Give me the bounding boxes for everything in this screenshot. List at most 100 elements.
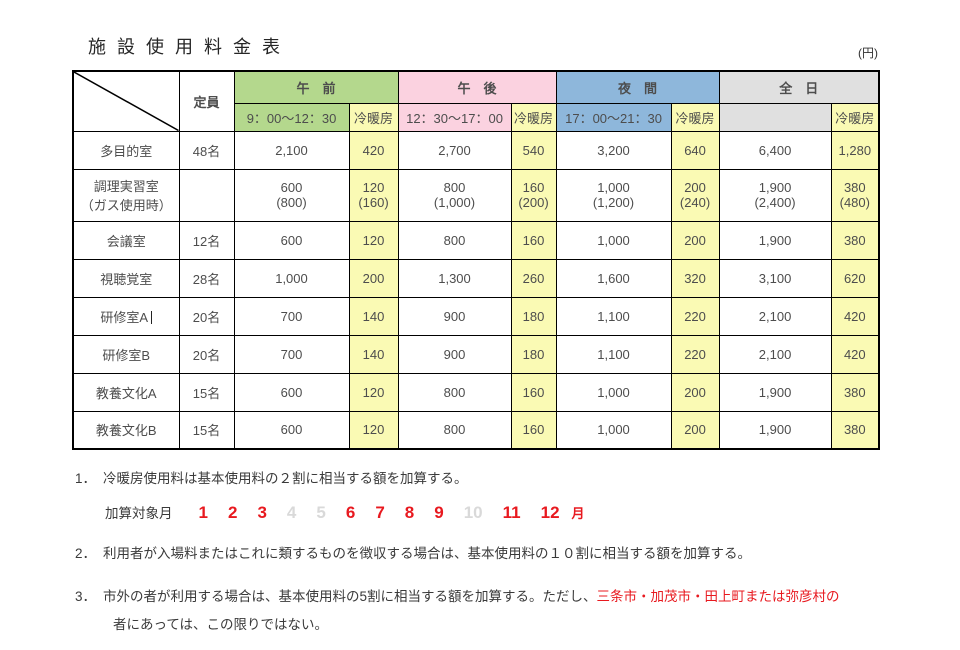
room-name-cell: 多目的室 [72,130,180,170]
aircon-fee-cell: 140 [348,296,399,336]
aircon-header-evening: 冷暖房 [670,102,720,132]
aircon-fee-cell: 160 [510,220,557,260]
aircon-fee-cell: 200 [348,258,399,298]
aircon-fee-cell: 380 [830,410,880,450]
group-header-evening: 夜 間 [555,70,720,104]
note-2-text: 利用者が入場料またはこれに類するものを徴収する場合は、基本使用料の１０割に相当す… [103,545,752,561]
base-fee-cell: 2,100 [718,296,832,336]
table-row: 視聴覚室 28名 1,000 200 1,300 260 1,600 320 3,100 620 [72,258,880,298]
room-name-cell: 研修室A [72,296,180,336]
base-fee-cell: 1,000 [555,372,672,412]
surcharge-month-3: 3 [257,502,267,522]
capacity-cell: 20名 [178,334,235,374]
base-fee-cell: 2,100 [718,334,832,374]
months-label: 加算対象月 [105,505,173,521]
aircon-header-allday: 冷暖房 [830,102,880,132]
base-fee-cell: 1,900 (2,400) [718,168,832,222]
table-row: 調理実習室 （ガス使用時） 600 (800) 120 (160) 800 (1,00… [72,168,880,222]
page-title: 施 設 使 用 料 金 表 [88,37,284,57]
base-fee-cell: 1,000 [555,220,672,260]
currency-unit-note: (円) [858,46,878,60]
aircon-fee-cell: 220 [670,334,720,374]
month-suffix: 月 [571,505,585,521]
room-name-cell: 会議室 [72,220,180,260]
base-fee-cell: 1,600 [555,258,672,298]
note-3-continuation: 者にあっては、この限りではない。 [113,616,329,632]
note-3: 3． 市外の者が利用する場合は、基本使用料の5割に相当する額を加算する。ただし、三… [75,588,915,635]
note-2: 2． 利用者が入場料またはこれに類するものを徴収する場合は、基本使用料の１０割に相… [75,545,915,564]
aircon-fee-cell: 380 [830,220,880,260]
base-fee-cell: 1,100 [555,334,672,374]
aircon-fee-cell: 120 [348,410,399,450]
aircon-fee-cell: 180 [510,334,557,374]
base-fee-cell: 800 [397,372,512,412]
aircon-fee-cell: 160 [510,372,557,412]
surcharge-month-8: 8 [404,502,415,522]
table-row: 研修室B 20名 700 140 900 180 1,100 220 2,100 420 [72,334,880,374]
room-name-cell: 研修室B [72,334,180,374]
room-name-cell: 調理実習室 （ガス使用時） [72,168,180,222]
aircon-fee-cell: 180 [510,296,557,336]
base-fee-cell: 600 [233,220,350,260]
surcharge-month-11: 11 [502,502,521,522]
text-cursor [151,310,153,324]
aircon-fee-cell: 420 [348,130,399,170]
time-range-allday [718,102,832,132]
note-1-text: 冷暖房使用料は基本使用料の２割に相当する額を加算する。 [103,471,468,486]
aircon-header-afternoon: 冷暖房 [510,102,557,132]
base-fee-cell: 800 [397,410,512,450]
base-fee-cell: 1,000 (1,200) [555,168,672,222]
fee-table-body: 多目的室 48名 2,100 420 2,700 540 3,200 640 6,400 1,28… [72,130,880,450]
base-fee-cell: 3,200 [555,130,672,170]
base-fee-cell: 800 (1,000) [397,168,512,222]
note-1: 1． 冷暖房使用料は基本使用料の２割に相当する額を加算する。 [75,470,915,489]
aircon-fee-cell: 160 [510,410,557,450]
table-row: 教養文化B 15名 600 120 800 160 1,000 200 1,900 380 [72,410,880,450]
aircon-fee-cell: 420 [830,296,880,336]
surcharge-month-1: 1 [198,502,208,522]
aircon-fee-cell: 640 [670,130,720,170]
time-range-morning: 9：00～12：30 [233,102,350,132]
base-fee-cell: 900 [397,296,512,336]
base-fee-cell: 1,900 [718,410,832,450]
aircon-fee-cell: 160 (200) [510,168,557,222]
aircon-fee-cell: 140 [348,334,399,374]
base-fee-cell: 900 [397,334,512,374]
note-3-text: 市外の者が利用する場合は、基本使用料の5割に相当する額を加算する。ただし、 [103,588,597,604]
aircon-fee-cell: 120 (160) [348,168,399,222]
capacity-cell: 48名 [178,130,235,170]
aircon-header-morning: 冷暖房 [348,102,399,132]
base-fee-cell: 1,900 [718,372,832,412]
aircon-fee-cell: 420 [830,334,880,374]
surcharge-months-row: 加算対象月 1 2 3 4 5 6 7 8 9 10 11 12 月 [105,502,915,523]
aircon-fee-cell: 380 (480) [830,168,880,222]
table-row: 多目的室 48名 2,100 420 2,700 540 3,200 640 6,400 1,28… [72,130,880,170]
aircon-fee-cell: 120 [348,220,399,260]
capacity-cell [178,168,235,222]
aircon-fee-cell: 200 [670,410,720,450]
surcharge-month-5: 5 [316,502,326,522]
note-3-number: 3． [75,588,97,604]
footnotes: 1． 冷暖房使用料は基本使用料の２割に相当する額を加算する。 加算対象月 1 2 3 4 5… [75,470,915,635]
table-row: 研修室A 20名 700 140 900 180 1,100 220 2,100 420 [72,296,880,336]
aircon-fee-cell: 200 [670,372,720,412]
room-name-cell: 教養文化B [72,410,180,450]
base-fee-cell: 1,100 [555,296,672,336]
base-fee-cell: 600 [233,372,350,412]
room-name-cell: 視聴覚室 [72,258,180,298]
capacity-cell: 15名 [178,372,235,412]
base-fee-cell: 2,700 [397,130,512,170]
capacity-cell: 15名 [178,410,235,450]
base-fee-cell: 600 (800) [233,168,350,222]
capacity-cell: 28名 [178,258,235,298]
aircon-fee-cell: 380 [830,372,880,412]
base-fee-cell: 1,000 [555,410,672,450]
group-header-morning: 午 前 [233,70,399,104]
base-fee-cell: 1,900 [718,220,832,260]
time-range-evening: 17：00～21：30 [555,102,672,132]
surcharge-month-2: 2 [227,502,238,522]
base-fee-cell: 3,100 [718,258,832,298]
capacity-cell: 20名 [178,296,235,336]
surcharge-month-6: 6 [345,502,356,522]
